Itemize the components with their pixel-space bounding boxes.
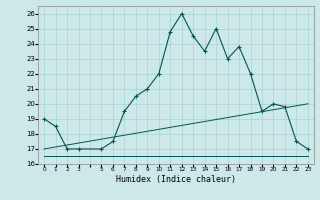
X-axis label: Humidex (Indice chaleur): Humidex (Indice chaleur)	[116, 175, 236, 184]
